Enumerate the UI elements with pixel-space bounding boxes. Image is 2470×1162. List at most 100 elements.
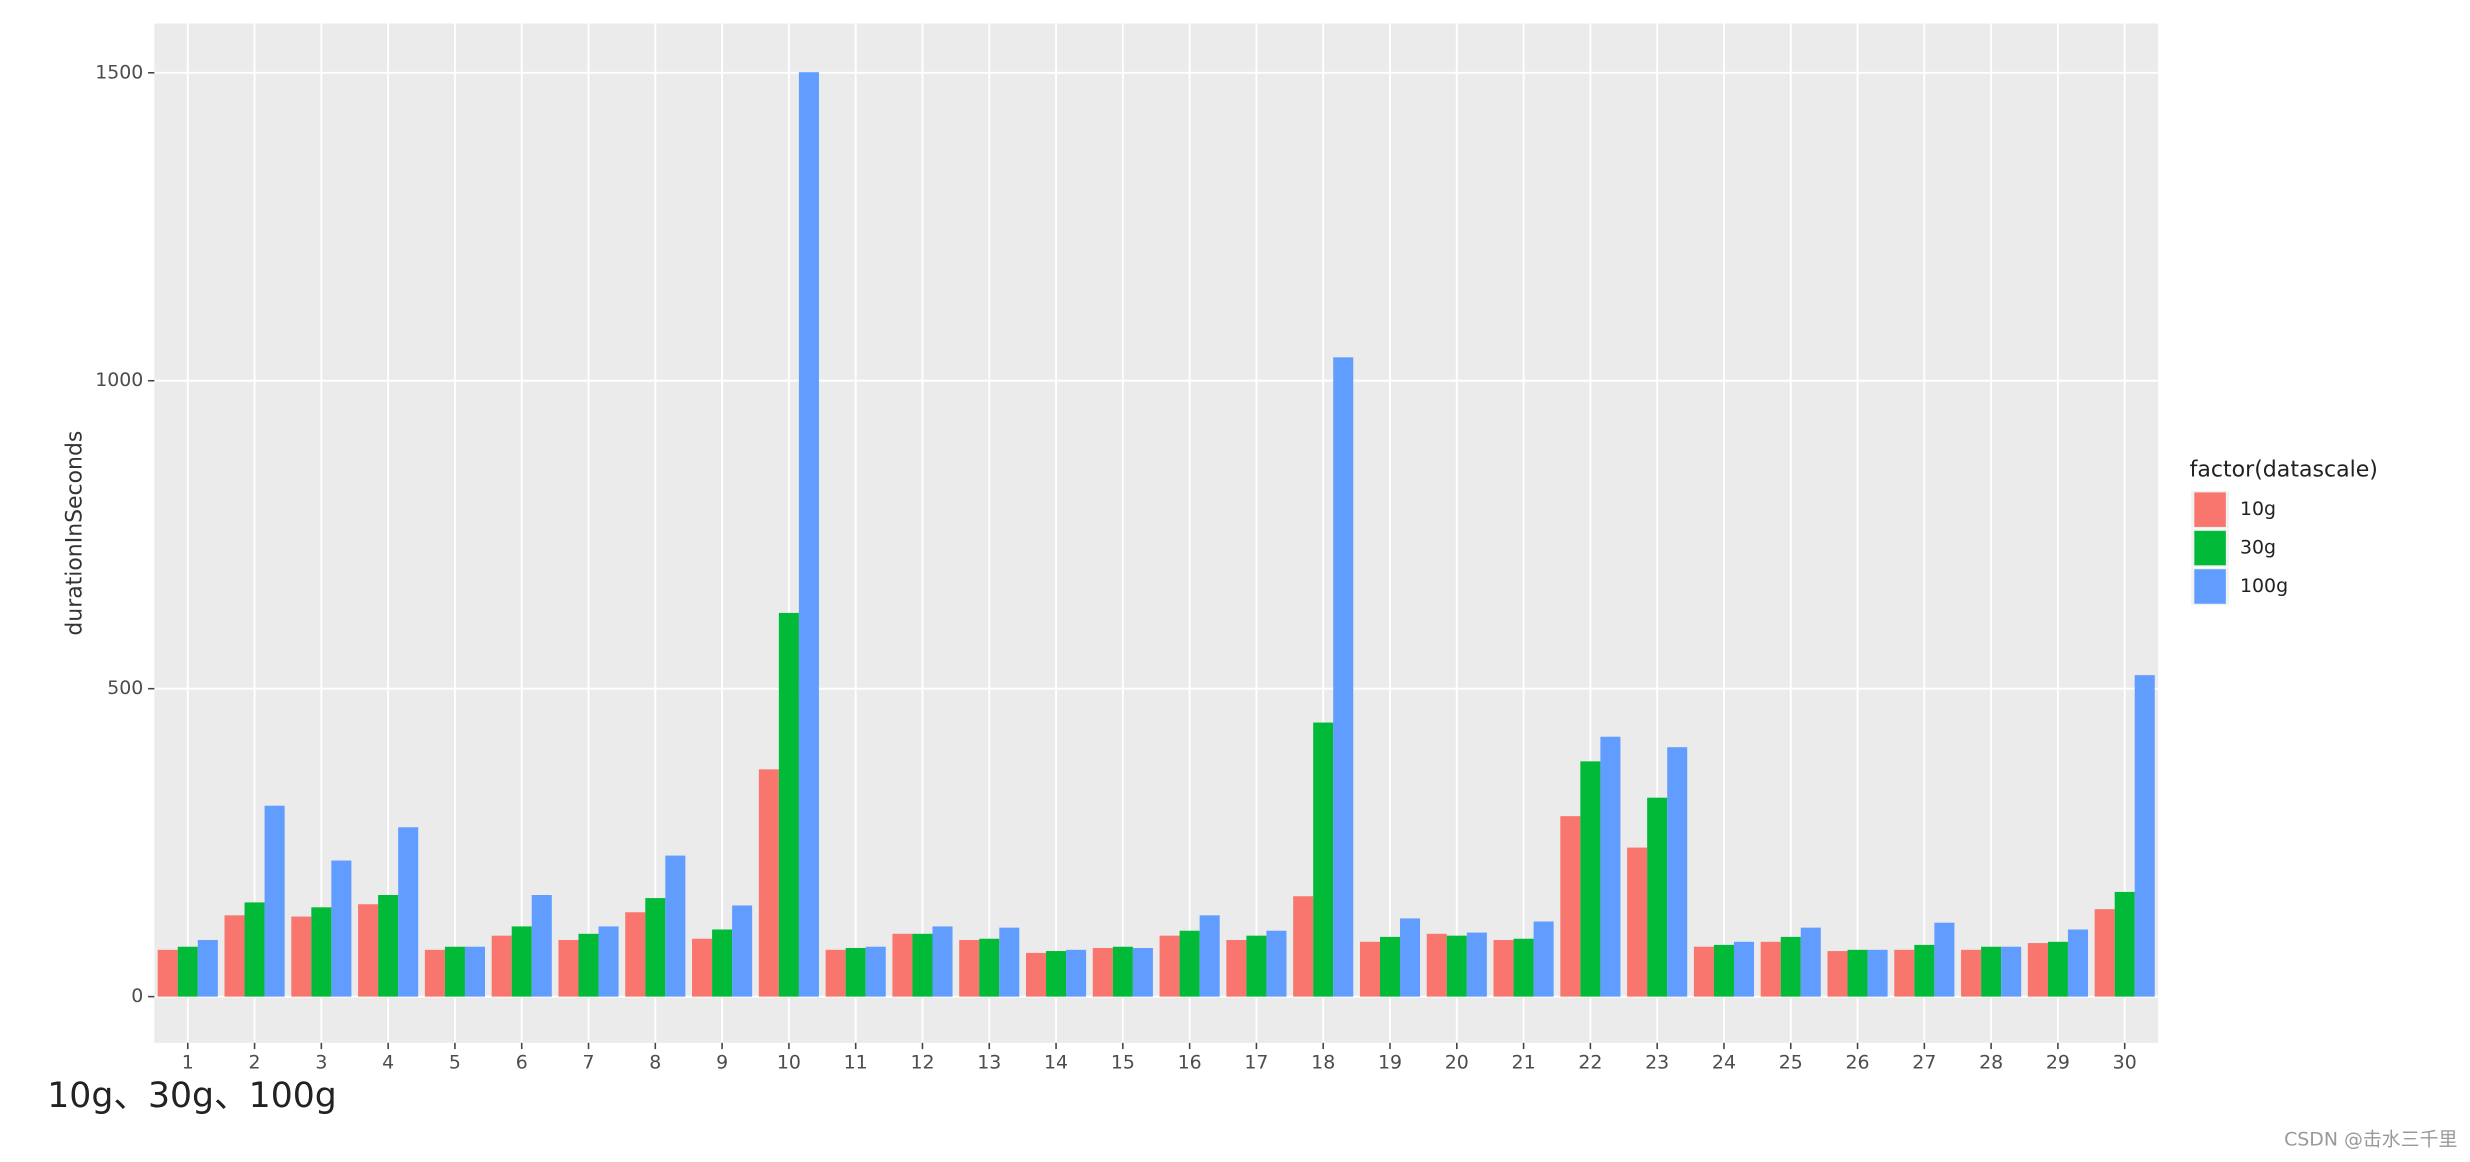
- x-tick-label: 7: [583, 1052, 595, 1074]
- bar: [1359, 941, 1380, 997]
- bar: [1867, 949, 1888, 997]
- x-tick-label: 21: [1512, 1052, 1536, 1074]
- x-tick-label: 14: [1044, 1052, 1068, 1074]
- x-tick-label: 24: [1712, 1052, 1736, 1074]
- bar: [692, 938, 713, 997]
- x-tick-label: 13: [977, 1052, 1001, 1074]
- bar: [1560, 816, 1581, 997]
- x-tick-label: 28: [1979, 1052, 2003, 1074]
- bar: [2027, 943, 2048, 997]
- y-tick-label: 1000: [95, 369, 143, 391]
- x-tick-label: 9: [716, 1052, 728, 1074]
- bar: [2067, 929, 2088, 997]
- bar: [1713, 944, 1734, 997]
- x-tick-label: 5: [449, 1052, 461, 1074]
- x-tick-label: 22: [1578, 1052, 1602, 1074]
- bar: [892, 933, 913, 997]
- x-tick-label: 19: [1378, 1052, 1402, 1074]
- bar: [264, 805, 285, 997]
- bar: [1379, 936, 1401, 997]
- bar: [1667, 747, 1688, 997]
- x-tick-label: 3: [315, 1052, 327, 1074]
- bar: [645, 898, 666, 997]
- x-tick-label: 27: [1912, 1052, 1936, 1074]
- bar: [1961, 949, 1982, 997]
- bar: [491, 935, 512, 997]
- x-tick-label: 11: [844, 1052, 868, 1074]
- x-tick-label: 26: [1846, 1052, 1870, 1074]
- x-tick-label: 10: [777, 1052, 801, 1074]
- bar: [1934, 922, 1955, 997]
- bar: [1159, 935, 1180, 997]
- bar: [845, 947, 866, 997]
- legend-label: 30g: [2240, 537, 2276, 559]
- x-tick-label: 2: [249, 1052, 261, 1074]
- bar: [1226, 939, 1247, 997]
- bar: [999, 927, 1020, 997]
- bar: [865, 946, 886, 997]
- y-tick-label: 1500: [95, 61, 143, 83]
- bar: [825, 949, 846, 997]
- x-tick-label: 6: [516, 1052, 528, 1074]
- bar: [1025, 952, 1047, 997]
- bar: [1446, 935, 1467, 997]
- bar: [197, 939, 218, 997]
- bar: [959, 939, 980, 997]
- bar: [224, 915, 245, 997]
- bar: [1647, 797, 1668, 997]
- bar: [712, 929, 733, 997]
- bar: [932, 926, 953, 997]
- bar: [2114, 891, 2135, 997]
- bar: [1246, 935, 1267, 997]
- legend-swatch: [2194, 492, 2226, 527]
- x-tick-label: 30: [2113, 1052, 2137, 1074]
- bar: [444, 946, 465, 997]
- bar: [1513, 938, 1534, 997]
- bar: [311, 907, 332, 997]
- bar: [558, 939, 579, 997]
- bar: [1112, 946, 1133, 997]
- bar: [1199, 915, 1220, 997]
- bar: [1266, 930, 1287, 997]
- bar: [665, 855, 686, 997]
- bar: [2047, 941, 2068, 997]
- bar: [578, 933, 599, 997]
- bar: [531, 895, 552, 997]
- bar: [331, 860, 352, 997]
- bar: [378, 895, 399, 997]
- y-axis-title: durationInSeconds: [63, 431, 88, 636]
- bar: [1426, 933, 1447, 997]
- bar: [979, 938, 1000, 997]
- legend-label: 10g: [2240, 498, 2276, 520]
- x-tick-label: 25: [1779, 1052, 1803, 1074]
- bar: [1493, 939, 1514, 997]
- caption: 10g、30g、100g: [47, 1076, 337, 1116]
- x-tick-label: 20: [1445, 1052, 1469, 1074]
- bar: [1092, 947, 1113, 997]
- bar: [1847, 949, 1868, 997]
- y-tick-label: 500: [107, 677, 143, 699]
- bar: [1780, 936, 1801, 997]
- legend-swatch: [2194, 530, 2226, 566]
- bar: [1981, 946, 2002, 997]
- x-tick-label: 29: [2046, 1052, 2070, 1074]
- y-tick-label: 0: [131, 985, 143, 1007]
- bar: [1580, 761, 1601, 997]
- bar: [1466, 932, 1487, 997]
- bar: [598, 926, 619, 997]
- bar: [2134, 675, 2155, 997]
- x-tick-label: 18: [1311, 1052, 1335, 1074]
- bar: [798, 72, 819, 997]
- bar: [2094, 909, 2115, 997]
- bar: [1760, 941, 1781, 997]
- bar: [1693, 946, 1714, 997]
- x-tick-label: 12: [910, 1052, 934, 1074]
- x-tick-label: 15: [1111, 1052, 1135, 1074]
- legend-title: factor(datascale): [2190, 457, 2378, 482]
- bar: [511, 926, 532, 997]
- bar: [424, 949, 445, 997]
- x-tick-label: 17: [1244, 1052, 1268, 1074]
- bar: [1827, 951, 1848, 997]
